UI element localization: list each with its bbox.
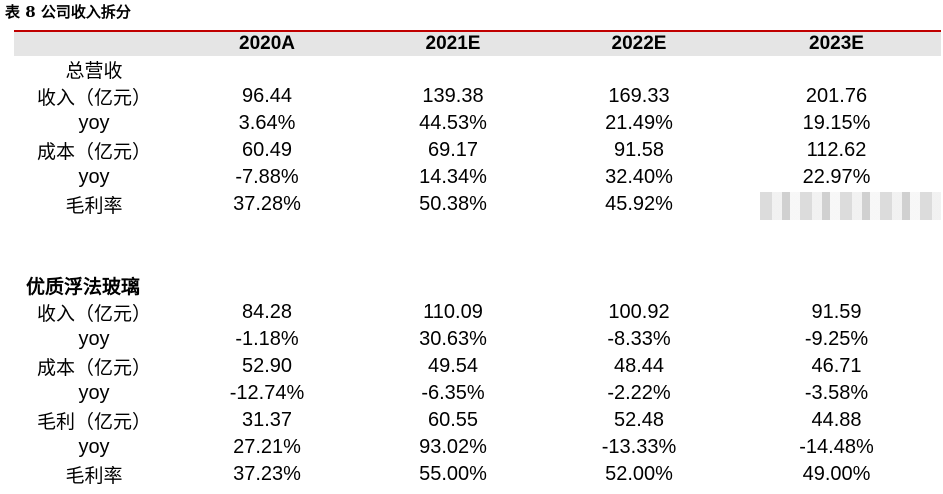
table-cell: 60.55 bbox=[427, 409, 479, 431]
empty-cell bbox=[360, 272, 546, 299]
table-cell: 31.37 bbox=[241, 409, 293, 431]
table-row: 成本（亿元） 60.49 69.17 91.58 112.62 bbox=[14, 137, 941, 164]
table-cell: 3.64% bbox=[238, 112, 296, 134]
table-cell: 169.33 bbox=[608, 85, 670, 107]
row-label: 收入（亿元） bbox=[36, 303, 151, 325]
table-cell: 110.09 bbox=[423, 301, 483, 323]
table-cell: 91.58 bbox=[613, 139, 665, 161]
table-cell: 22.97% bbox=[802, 166, 871, 188]
revenue-breakdown-table: 2020A 2021E 2022E 2023E 总营收 收入（亿元） 96.44… bbox=[14, 32, 941, 488]
table-cell: 52.00% bbox=[605, 463, 673, 485]
row-label: 成本（亿元） bbox=[36, 141, 151, 163]
spacer-row bbox=[14, 218, 941, 272]
header-row: 2020A 2021E 2022E 2023E bbox=[14, 32, 941, 56]
table-cell: 46.71 bbox=[811, 355, 862, 377]
table-row: 收入（亿元） 96.44 139.38 169.33 201.76 bbox=[14, 83, 941, 110]
top-rule bbox=[14, 30, 941, 32]
row-label: yoy bbox=[78, 328, 110, 350]
row-label: yoy bbox=[78, 436, 110, 458]
table-cell: -12.74% bbox=[229, 382, 305, 404]
table-cell: 201.76 bbox=[805, 85, 868, 107]
table-cell: 60.49 bbox=[241, 139, 293, 161]
empty-cell bbox=[546, 272, 732, 299]
table-row: yoy 3.64% 44.53% 21.49% 19.15% bbox=[14, 110, 941, 137]
table-cell: 37.23% bbox=[233, 463, 301, 485]
row-label: 毛利率 bbox=[65, 195, 123, 217]
header-cell-label bbox=[14, 32, 174, 56]
table-cell: -13.33% bbox=[601, 436, 677, 458]
table-row: 毛利率 37.23% 55.00% 52.00% 49.00% bbox=[14, 461, 941, 488]
table-row: yoy -12.74% -6.35% -2.22% -3.58% bbox=[14, 380, 941, 407]
header-cell-2023e: 2023E bbox=[809, 33, 864, 54]
table-row: yoy -1.18% 30.63% -8.33% -9.25% bbox=[14, 326, 941, 353]
table-cell: 91.59 bbox=[811, 301, 862, 323]
table-cell: 96.44 bbox=[241, 85, 293, 107]
table-cell: 112.62 bbox=[806, 139, 867, 161]
table-cell: 19.15% bbox=[802, 112, 871, 134]
header-cell-2020a: 2020A bbox=[239, 33, 295, 54]
table-cell: 49.00% bbox=[802, 463, 871, 485]
table-cell: 52.90 bbox=[241, 355, 293, 377]
table-cell: 49.54 bbox=[427, 355, 479, 377]
table-row: yoy 27.21% 93.02% -13.33% -14.48% bbox=[14, 434, 941, 461]
table-cell: -6.35% bbox=[421, 382, 485, 404]
empty-cell bbox=[174, 56, 360, 83]
table-cell: 14.34% bbox=[419, 166, 487, 188]
spacer-cell bbox=[14, 218, 941, 272]
header-band bbox=[14, 32, 941, 56]
table-cell: -2.22% bbox=[607, 382, 671, 404]
table-cell: 55.00% bbox=[419, 463, 487, 485]
row-label: 毛利率 bbox=[65, 465, 123, 487]
table-caption: 表 8 公司收入拆分 bbox=[5, 3, 131, 21]
empty-cell bbox=[174, 272, 360, 299]
header-cell-2021e: 2021E bbox=[425, 33, 481, 54]
table-row: 毛利（亿元） 31.37 60.55 52.48 44.88 bbox=[14, 407, 941, 434]
table-cell: 84.28 bbox=[241, 301, 293, 323]
row-label: yoy bbox=[78, 166, 110, 188]
table-cell: 21.49% bbox=[605, 112, 673, 134]
table-cell: 100.92 bbox=[608, 301, 670, 323]
empty-cell bbox=[732, 56, 941, 83]
table-cell: -7.88% bbox=[235, 166, 299, 188]
table-cell: 50.38% bbox=[419, 193, 487, 215]
header-cell-2022e: 2022E bbox=[611, 33, 667, 54]
table-cell: -14.48% bbox=[799, 436, 874, 458]
empty-cell bbox=[360, 56, 546, 83]
empty-cell bbox=[732, 272, 941, 299]
table-cell: 69.17 bbox=[427, 139, 479, 161]
table-cell: 44.53% bbox=[419, 112, 487, 134]
row-label: 成本（亿元） bbox=[36, 357, 151, 379]
row-label: yoy bbox=[78, 112, 110, 134]
table-cell: 45.92% bbox=[605, 193, 673, 215]
table-cell: 139.38 bbox=[422, 85, 484, 107]
section-title: 总营收 bbox=[65, 60, 123, 82]
table-cell: 44.88 bbox=[811, 409, 862, 431]
row-label: 收入（亿元） bbox=[36, 87, 151, 109]
table-row: yoy -7.88% 14.34% 32.40% 22.97% bbox=[14, 164, 941, 191]
table-cell: -1.18% bbox=[235, 328, 299, 350]
table-cell: 30.63% bbox=[419, 328, 487, 350]
table-cell: 32.40% bbox=[605, 166, 673, 188]
table-cell: -8.33% bbox=[607, 328, 671, 350]
table-cell: -9.25% bbox=[804, 328, 869, 350]
row-label: yoy bbox=[78, 382, 110, 404]
watermark-blur bbox=[760, 192, 941, 220]
table-cell: 52.48 bbox=[613, 409, 665, 431]
row-label: 毛利（亿元） bbox=[36, 411, 151, 433]
section-row-total: 总营收 bbox=[14, 56, 941, 83]
table-cell: 37.28% bbox=[233, 193, 301, 215]
table-cell: 27.21% bbox=[233, 436, 301, 458]
table-cell: 93.02% bbox=[419, 436, 487, 458]
table-row: 成本（亿元） 52.90 49.54 48.44 46.71 bbox=[14, 353, 941, 380]
table-row: 收入（亿元） 84.28 110.09 100.92 91.59 bbox=[14, 299, 941, 326]
section-row-float-glass: 优质浮法玻璃 bbox=[14, 272, 941, 299]
table-cell: -3.58% bbox=[804, 382, 869, 404]
section-title: 优质浮法玻璃 bbox=[26, 276, 141, 298]
empty-cell bbox=[546, 56, 732, 83]
table-row: 毛利率 37.28% 50.38% 45.92% bbox=[14, 191, 941, 218]
table-cell: 48.44 bbox=[613, 355, 665, 377]
